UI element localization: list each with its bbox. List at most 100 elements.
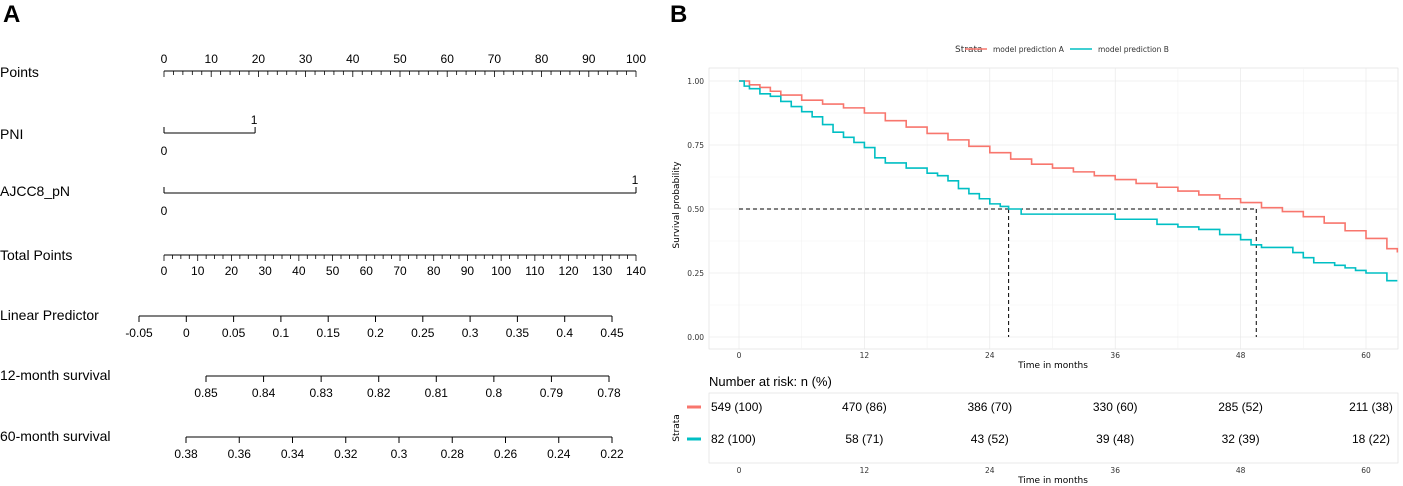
scale-tick-label: 0.25: [411, 326, 435, 340]
scale-tick-label: 0.2: [367, 326, 384, 340]
points-tick-label: 10: [205, 52, 219, 66]
total-points-tick-label: 30: [258, 264, 272, 278]
survival-curve-b: [739, 80, 1398, 282]
variable-high-label: 1: [251, 113, 258, 127]
nomogram-row-label: AJCC8_pN: [0, 183, 70, 199]
total-points-tick-label: 80: [427, 264, 441, 278]
km-axes: 0 12 24 36 48 60 0.00 0.25 0.50 0.75 1.00: [687, 77, 1371, 360]
nomogram-row-label: 60-month survival: [0, 428, 111, 444]
y-tick-label: 1.00: [687, 77, 704, 86]
total-points-tick-label: 0: [161, 264, 168, 278]
nomogram-row-label: Linear Predictor: [0, 307, 99, 323]
scale-tick-label: 0.84: [252, 386, 276, 400]
legend-label-a: model prediction A: [993, 45, 1065, 54]
risk-cell: 386 (70): [967, 400, 1012, 414]
scale-tick-label: 0.05: [222, 326, 246, 340]
scale-tick-label: 0.36: [228, 447, 252, 461]
nomogram-row-label: 12-month survival: [0, 367, 111, 383]
scale-tick-label: 0.82: [367, 386, 391, 400]
total-points-tick-label: 60: [360, 264, 374, 278]
nomogram: Points PNI AJCC8_pN Total Points Linear Pred…: [0, 52, 646, 461]
points-tick-label: 100: [626, 52, 646, 66]
risk-x-tick-label: 36: [1110, 466, 1120, 475]
points-tick-label: 60: [441, 52, 455, 66]
x-tick-label: 0: [737, 351, 742, 360]
total-points-tick-label: 10: [191, 264, 205, 278]
scale-tick-label: 0.4: [556, 326, 573, 340]
points-tick-label: 90: [582, 52, 596, 66]
x-tick-label: 12: [860, 351, 870, 360]
scale-tick-label: -0.05: [125, 326, 153, 340]
risk-cell: 330 (60): [1093, 400, 1138, 414]
total-points-tick-label: 90: [461, 264, 475, 278]
y-tick-label: 0.75: [687, 141, 704, 150]
scale-tick-label: 0: [183, 326, 190, 340]
risk-cell: 18 (22): [1352, 432, 1390, 446]
points-tick-label: 0: [161, 52, 168, 66]
scale-tick-label: 0.79: [540, 386, 564, 400]
points-tick-label: 30: [299, 52, 313, 66]
points-tick-label: 70: [488, 52, 502, 66]
km-x-axis-title: Time in months: [1017, 361, 1088, 371]
scale-tick-label: 0.32: [334, 447, 358, 461]
risk-cell: 211 (38): [1349, 400, 1393, 414]
x-tick-label: 48: [1236, 351, 1246, 360]
risk-x-tick-label: 24: [985, 466, 995, 475]
nomogram-row-label: PNI: [0, 126, 23, 142]
risk-x-axis-title: Time in months: [1017, 476, 1088, 486]
total-points-tick-label: 50: [326, 264, 340, 278]
total-points-tick-label: 40: [292, 264, 306, 278]
scale-tick-label: 0.45: [600, 326, 624, 340]
nomogram-row-label: Points: [0, 64, 39, 80]
variable-low-label: 0: [161, 204, 168, 218]
scale-tick-label: 0.26: [494, 447, 518, 461]
risk-x-tick-label: 48: [1236, 466, 1246, 475]
scale-tick-label: 0.35: [506, 326, 530, 340]
risk-cell: 82 (100): [711, 432, 756, 446]
risk-x-tick-label: 60: [1361, 466, 1371, 475]
scale-tick-label: 0.83: [309, 386, 333, 400]
points-tick-label: 20: [252, 52, 266, 66]
risk-y-axis-title: Strata: [672, 414, 682, 442]
risk-cell: 43 (52): [971, 432, 1009, 446]
scale-tick-label: 0.3: [462, 326, 479, 340]
risk-table-frame: [708, 392, 1399, 464]
scale-tick-label: 0.22: [600, 447, 624, 461]
total-points-tick-label: 120: [559, 264, 579, 278]
legend-title: Strata: [955, 45, 983, 55]
x-tick-label: 36: [1110, 351, 1120, 360]
risk-cell: 470 (86): [842, 400, 887, 414]
scale-tick-label: 0.38: [174, 447, 198, 461]
risk-cell: 39 (48): [1096, 432, 1134, 446]
risk-cell: 32 (39): [1222, 432, 1260, 446]
variable-low-label: 0: [161, 144, 168, 158]
scale-tick-label: 0.85: [194, 386, 218, 400]
legend: Strata model prediction A model predicti…: [955, 45, 1169, 55]
legend-label-b: model prediction B: [1098, 45, 1169, 54]
scale-tick-label: 0.34: [281, 447, 305, 461]
total-points-tick-label: 130: [592, 264, 612, 278]
points-tick-label: 50: [393, 52, 407, 66]
panel-b-label: B: [670, 1, 687, 28]
variable-high-label: 1: [632, 173, 639, 187]
scale-tick-label: 0.28: [441, 447, 465, 461]
x-tick-label: 60: [1361, 351, 1371, 360]
total-points-tick-label: 100: [491, 264, 511, 278]
scale-tick-label: 0.78: [597, 386, 621, 400]
scale-tick-label: 0.3: [391, 447, 408, 461]
y-tick-label: 0.50: [687, 205, 704, 214]
risk-cell: 549 (100): [711, 400, 762, 414]
scale-tick-label: 0.24: [547, 447, 571, 461]
panel-a-label: A: [3, 1, 20, 28]
km-lines: [739, 80, 1399, 337]
total-points-tick-label: 110: [525, 264, 544, 278]
scale-tick-label: 0.8: [486, 386, 503, 400]
points-tick-label: 40: [346, 52, 360, 66]
x-tick-label: 24: [985, 351, 995, 360]
total-points-tick-label: 20: [225, 264, 239, 278]
risk-table-title: Number at risk: n (%): [709, 374, 832, 389]
risk-x-tick-label: 0: [737, 466, 742, 475]
total-points-tick-label: 70: [393, 264, 407, 278]
scale-tick-label: 0.1: [273, 326, 290, 340]
